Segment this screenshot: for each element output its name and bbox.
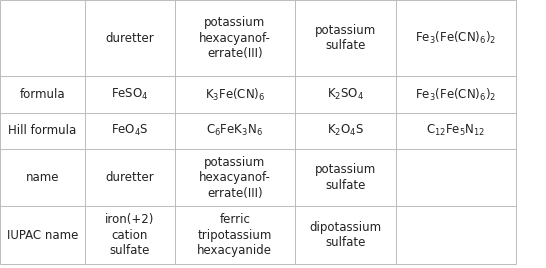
Text: K$_3$Fe(CN)$_6$: K$_3$Fe(CN)$_6$ <box>205 86 265 103</box>
Text: duretter: duretter <box>105 32 154 45</box>
Text: Hill formula: Hill formula <box>8 124 76 137</box>
Text: iron(+2)
cation
sulfate: iron(+2) cation sulfate <box>105 213 155 257</box>
Text: K$_2$O$_4$S: K$_2$O$_4$S <box>327 123 364 138</box>
Text: duretter: duretter <box>105 171 154 184</box>
Text: formula: formula <box>20 88 65 101</box>
Text: Fe$_3$(Fe(CN)$_6$)$_2$: Fe$_3$(Fe(CN)$_6$)$_2$ <box>416 86 496 103</box>
Text: potassium
sulfate: potassium sulfate <box>314 24 376 53</box>
Text: K$_2$SO$_4$: K$_2$SO$_4$ <box>327 87 364 102</box>
Text: FeO$_4$S: FeO$_4$S <box>111 123 149 138</box>
Text: dipotassium
sulfate: dipotassium sulfate <box>309 221 382 250</box>
Text: FeSO$_4$: FeSO$_4$ <box>111 87 149 102</box>
Text: Fe$_3$(Fe(CN)$_6$)$_2$: Fe$_3$(Fe(CN)$_6$)$_2$ <box>416 30 496 46</box>
Text: potassium
sulfate: potassium sulfate <box>314 163 376 192</box>
Text: ferric
tripotassium
hexacyanide: ferric tripotassium hexacyanide <box>197 213 272 257</box>
Text: C$_{12}$Fe$_5$N$_{12}$: C$_{12}$Fe$_5$N$_{12}$ <box>426 123 485 138</box>
Text: name: name <box>26 171 59 184</box>
Text: IUPAC name: IUPAC name <box>7 229 78 242</box>
Text: C$_6$FeK$_3$N$_6$: C$_6$FeK$_3$N$_6$ <box>206 123 263 138</box>
Text: potassium
hexacyanof-
errate(III): potassium hexacyanof- errate(III) <box>199 155 271 200</box>
Text: potassium
hexacyanof-
errate(III): potassium hexacyanof- errate(III) <box>199 16 271 60</box>
